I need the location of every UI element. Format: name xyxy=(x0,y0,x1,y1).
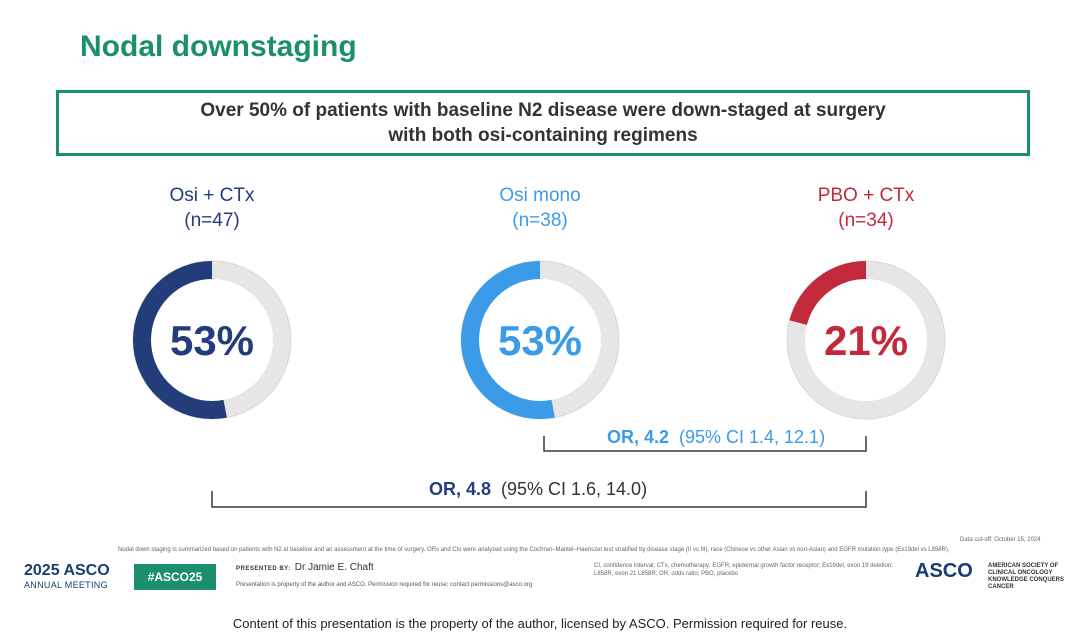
meeting-brand: ASCO xyxy=(63,562,110,579)
arm-name-pbo-ctx: PBO + CTx xyxy=(818,185,915,206)
presenter-name: Dr Jamie E. Chaft xyxy=(294,562,374,573)
or-label-ctx-vs-pbo: OR, 4.8 (95% CI 1.6, 14.0) xyxy=(429,479,647,499)
society-line-2: CLINICAL ONCOLOGY xyxy=(988,570,1053,576)
callout-line-1: Over 50% of patients with baseline N2 di… xyxy=(200,100,886,121)
presenter-line: PRESENTED BY: Dr Jamie E. Chaft xyxy=(236,562,374,573)
society-line-1: AMERICAN SOCIETY OF xyxy=(988,563,1059,569)
donut-value-osi-mono: 53% xyxy=(498,317,582,364)
abbreviations-footnote: CI, confidence interval; CTx, chemothera… xyxy=(594,563,893,577)
or-label-mono-vs-pbo: OR, 4.2 (95% CI 1.4, 12.1) xyxy=(607,427,825,447)
key-finding-callout: Over 50% of patients with baseline N2 di… xyxy=(56,90,1030,156)
meeting-name: ANNUAL MEETING xyxy=(24,580,108,590)
arm-name-osi-ctx: Osi + CTx xyxy=(170,185,255,206)
ci-value-mono-vs-pbo: (95% CI 1.4, 12.1) xyxy=(679,427,825,447)
or-bracket-mono-vs-pbo xyxy=(543,436,867,452)
arm-name-osi-mono: Osi mono xyxy=(499,185,580,206)
property-note: Presentation is property of the author a… xyxy=(236,582,533,588)
society-name: AMERICAN SOCIETY OF CLINICAL ONCOLOGY KN… xyxy=(988,563,1080,591)
slide-title: Nodal downstaging xyxy=(80,30,357,63)
asco-meeting-logo: 2025 ASCO ANNUAL MEETING xyxy=(24,562,110,590)
bottom-copyright-notice: Content of this presentation is the prop… xyxy=(232,616,848,631)
presented-by-label: PRESENTED BY: xyxy=(236,566,291,572)
or-value-ctx-vs-pbo: OR, 4.8 xyxy=(429,479,491,499)
asco-logo: ASCO xyxy=(915,560,973,582)
donut-slice-pbo-ctx xyxy=(787,261,945,419)
donut-slice-osi-mono xyxy=(461,261,619,419)
or-value-mono-vs-pbo: OR, 4.2 xyxy=(607,427,669,447)
hashtag-badge: #ASCO25 xyxy=(134,564,216,590)
donut-value-pbo-ctx: 21% xyxy=(824,317,908,364)
meeting-year: 2025 xyxy=(24,562,60,579)
arm-n-osi-mono: (n=38) xyxy=(512,210,567,231)
ci-value-ctx-vs-pbo: (95% CI 1.6, 14.0) xyxy=(501,479,647,499)
arm-n-osi-ctx: (n=47) xyxy=(184,210,239,231)
donut-slice-osi-ctx xyxy=(133,261,291,419)
methods-footnote: Nodal down staging is summarized based o… xyxy=(118,547,950,553)
arm-n-pbo-ctx: (n=34) xyxy=(838,210,893,231)
donut-value-osi-ctx: 53% xyxy=(170,317,254,364)
or-bracket-ctx-vs-pbo xyxy=(211,491,867,508)
data-cutoff-note: Data cut-off: October 15, 2024 xyxy=(960,537,1041,543)
society-tagline: KNOWLEDGE CONQUERS CANCER xyxy=(988,577,1065,590)
callout-line-2: with both osi-containing regimens xyxy=(388,125,698,146)
